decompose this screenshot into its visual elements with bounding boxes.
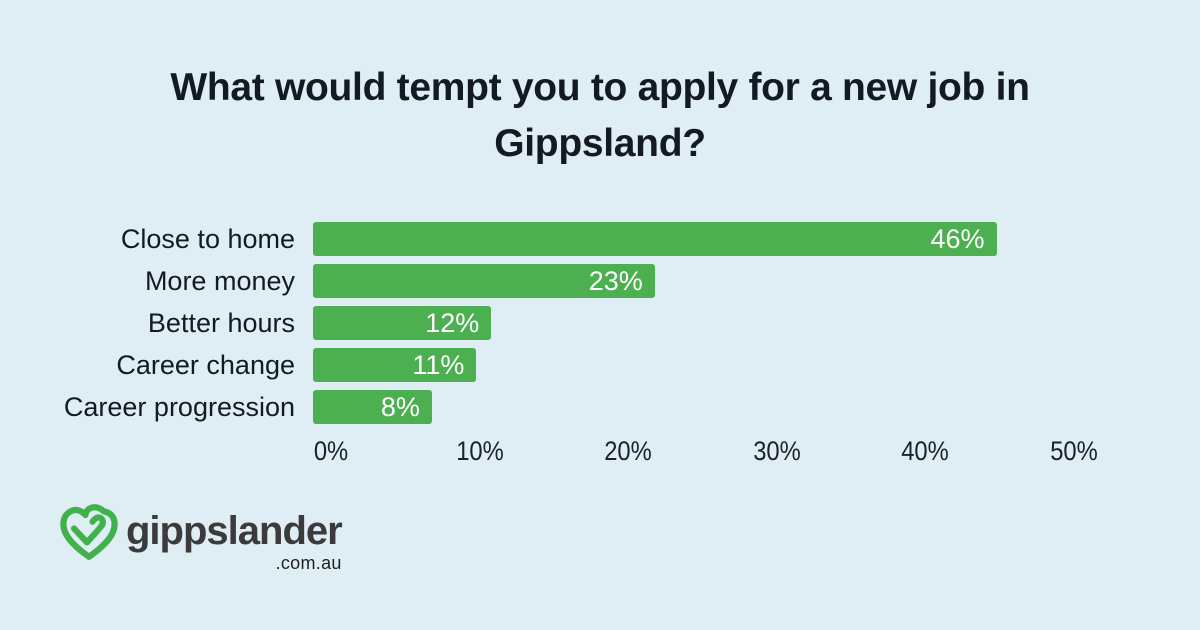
category-label: Better hours	[147, 307, 295, 338]
x-axis: 0% 10% 20% 30% 40% 50%	[314, 436, 1098, 470]
x-axis-tick: 30%	[753, 436, 801, 466]
x-axis-tick: 0%	[313, 436, 349, 466]
bar-value-label: 12%	[425, 307, 480, 338]
x-axis-tick: 10%	[455, 436, 504, 466]
bar-row: Better hours 12%	[60, 306, 1074, 340]
x-axis-tick: 40%	[901, 436, 950, 466]
bar: 12%	[313, 306, 492, 340]
brand-name: gippslander	[126, 509, 343, 553]
bar-row: Career change 11%	[60, 348, 1074, 382]
bar-value-label: 46%	[930, 223, 985, 254]
bar: 23%	[313, 264, 655, 298]
brand-logo: gippslander .com.au	[56, 498, 343, 573]
x-axis-tick: 50%	[1050, 436, 1098, 466]
bar: 8%	[313, 390, 432, 424]
x-axis-tick: 20%	[604, 436, 652, 466]
heart-check-icon	[60, 504, 118, 560]
bar: 11%	[313, 348, 477, 382]
chart-title-line-2: Gippsland?	[494, 122, 706, 165]
bar-track: 46%	[313, 222, 1056, 256]
chart-title: What would tempt you to apply for a new …	[0, 60, 1200, 172]
category-label: Career progression	[63, 391, 295, 422]
bar-value-label: 23%	[588, 265, 643, 296]
bar-track: 8%	[313, 390, 1056, 424]
bar-rows: Close to home 46% More money 23% Better hour…	[60, 222, 1074, 424]
brand-text: gippslander .com.au	[126, 509, 343, 573]
bar-track: 23%	[313, 264, 1056, 298]
bar: 46%	[313, 222, 997, 256]
bar-row: More money 23%	[60, 264, 1074, 298]
bar-row: Career progression 8%	[60, 390, 1074, 424]
chart-title-line-1: What would tempt you to apply for a new …	[170, 66, 1030, 109]
bar-row: Close to home 46%	[60, 222, 1074, 256]
bar-track: 11%	[313, 348, 1056, 382]
bar-value-label: 8%	[380, 391, 420, 422]
brand-domain: .com.au	[275, 553, 342, 573]
bar-value-label: 11%	[412, 349, 465, 380]
category-label: Career change	[116, 349, 295, 380]
bar-track: 12%	[313, 306, 1056, 340]
category-label: More money	[144, 265, 295, 296]
bar-chart: Close to home 46% More money 23% Better hour…	[60, 222, 1074, 432]
category-label: Close to home	[120, 223, 295, 254]
